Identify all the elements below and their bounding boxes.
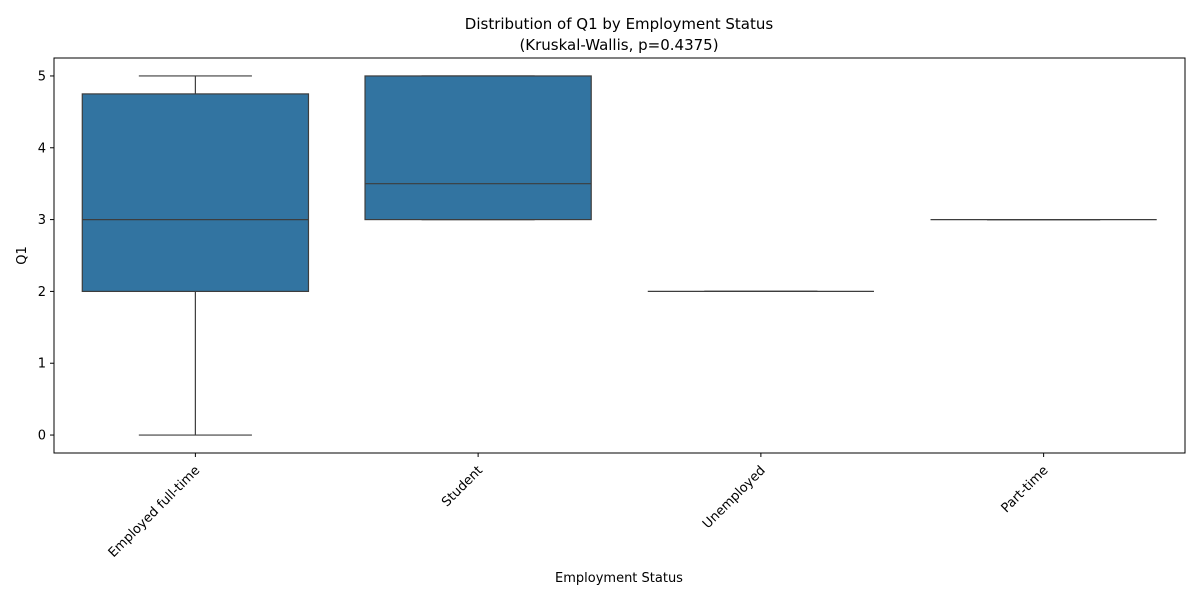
x-tick-label: Employed full-time — [106, 463, 203, 560]
x-axis-label: Employment Status — [555, 571, 683, 586]
chart-subtitle: (Kruskal-Wallis, p=0.4375) — [519, 36, 718, 54]
y-tick-label: 0 — [38, 429, 46, 444]
box-group-0 — [81, 75, 310, 436]
y-tick-label: 3 — [38, 213, 46, 228]
boxes-layer — [81, 75, 1157, 436]
y-axis: 0 1 2 3 4 5 — [38, 69, 54, 444]
y-tick-label: 2 — [38, 285, 46, 300]
y-axis-label: Q1 — [15, 246, 30, 265]
plot-frame — [53, 57, 1186, 454]
y-tick-label: 4 — [38, 141, 46, 156]
x-tick-label: Unemployed — [700, 463, 769, 532]
chart-title: Distribution of Q1 by Employment Status — [465, 15, 774, 33]
box-iqr — [81, 93, 310, 293]
box-iqr — [364, 75, 592, 221]
box-group-1 — [364, 75, 592, 221]
y-tick-label: 5 — [38, 69, 46, 84]
x-tick-label: Student — [439, 463, 486, 510]
x-tick-label: Part-time — [999, 463, 1052, 516]
x-axis: Employed full-time Student Unemployed Part-… — [106, 453, 1052, 561]
y-tick-label: 1 — [38, 357, 46, 372]
